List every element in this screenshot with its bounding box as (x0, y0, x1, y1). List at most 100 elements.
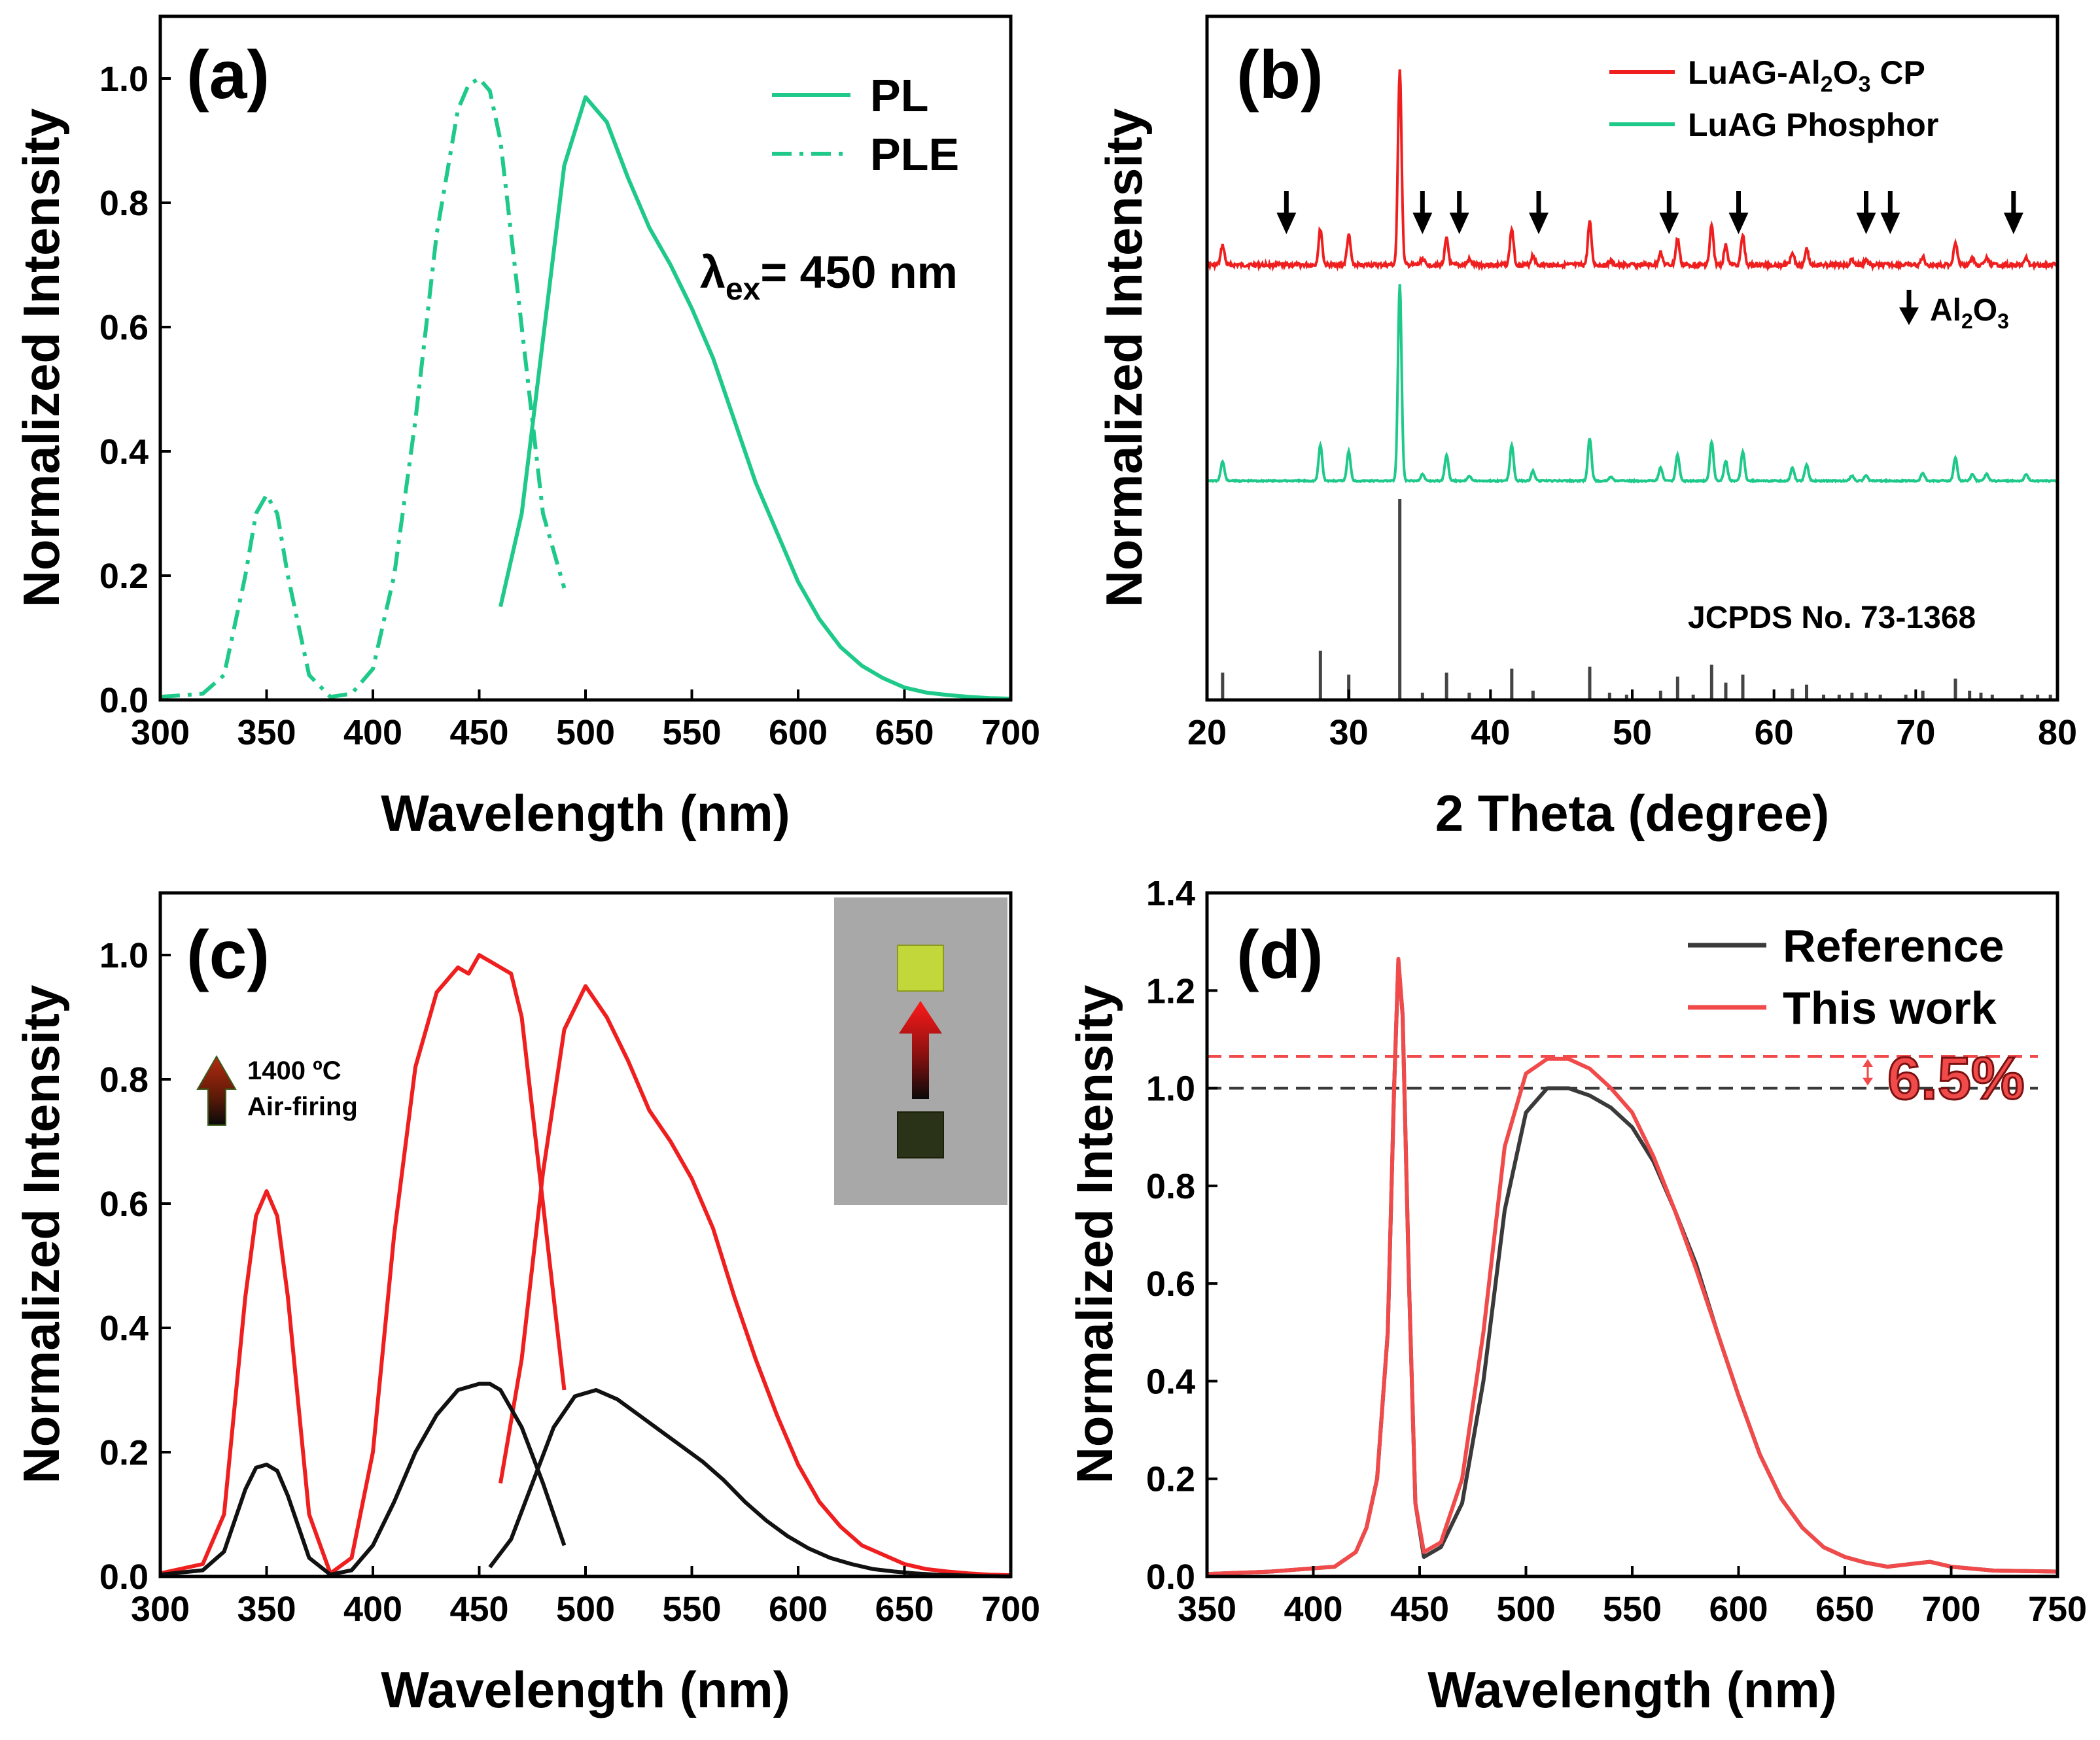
xrd-cp-pattern (1206, 69, 2057, 272)
panel-d-ytick-label: 0.6 (1146, 1264, 1195, 1304)
sample-photo-inset (834, 897, 1007, 1205)
panel-d: 350 400 450 500 550 600 650 700 750 0.0 0.2 0.4 0.6… (1066, 874, 2087, 1718)
panel-d-ytick-label: 1.2 (1146, 971, 1195, 1011)
panel-c-xlabel: Wavelength (nm) (381, 1661, 790, 1718)
improvement-bracket-top (1863, 1059, 1873, 1068)
series-ple-line (160, 77, 567, 699)
legend-pl-label: PL (870, 70, 928, 121)
panel-b-xtick-label: 20 (1187, 713, 1227, 752)
panel-c-xtick-label: 600 (769, 1590, 828, 1629)
panel-d-xticks: 350 400 450 500 550 600 650 700 750 (1178, 1566, 2087, 1629)
panel-a-ytick-label: 1.0 (99, 60, 149, 99)
panel-c-ytick-label: 0.8 (99, 1060, 149, 1100)
al2o3-peak-arrow-head (1728, 213, 1749, 234)
panel-c-xtick-label: 400 (343, 1590, 402, 1629)
panel-a-xtick-label: 350 (237, 713, 296, 752)
panel-c-xtick-label: 650 (875, 1590, 934, 1629)
panel-a-yticks: 0.0 0.2 0.4 0.6 0.8 1.0 (99, 60, 171, 720)
improvement-bracket-bottom (1863, 1077, 1873, 1086)
panel-b-label: (b) (1236, 37, 1323, 113)
panel-a-xtick-label: 650 (875, 713, 934, 752)
panel-b-xlabel: 2 Theta (degree) (1435, 784, 1829, 842)
panel-c-xtick-label: 450 (449, 1590, 508, 1629)
panel-a-ytick-label: 0.6 (99, 308, 149, 347)
panel-b-xtick-label: 50 (1613, 713, 1652, 752)
panel-c-xtick-label: 350 (237, 1590, 296, 1629)
panel-b-xticks: 20 30 40 50 60 70 80 (1187, 689, 2077, 752)
panel-c-ytick-label: 0.0 (99, 1557, 149, 1597)
al2o3-peak-arrow-head (1659, 213, 1679, 234)
panel-d-yticks: 0.0 0.2 0.4 0.6 0.8 1.0 1.2 1.4 (1146, 874, 1217, 1597)
panel-a-xlabel: Wavelength (nm) (381, 784, 790, 842)
panel-d-legend: Reference This work (1688, 920, 2004, 1034)
panel-c-ytick-label: 1.0 (99, 936, 149, 975)
panel-c-ytick-label: 0.2 (99, 1433, 149, 1472)
panel-a-legend: PL PLE (772, 70, 959, 180)
panel-d-xtick-label: 450 (1390, 1590, 1449, 1629)
panel-a-xtick-label: 400 (343, 713, 402, 752)
panel-b-xtick-label: 60 (1755, 713, 1794, 752)
panel-a-xtick-label: 700 (981, 713, 1040, 752)
panel-d-label: (d) (1236, 917, 1323, 993)
panel-d-ytick-label: 1.4 (1146, 874, 1195, 913)
panel-a-xtick-label: 450 (449, 713, 508, 752)
panel-d-xlabel: Wavelength (nm) (1427, 1661, 1836, 1718)
panel-a-xtick-label: 600 (769, 713, 828, 752)
panel-c-yticks: 0.0 0.2 0.4 0.6 0.8 1.0 (99, 936, 171, 1597)
panel-d-xtick-label: 700 (1921, 1590, 1980, 1629)
panel-c-xticks: 300 350 400 450 500 550 600 650 700 (131, 1566, 1040, 1629)
panel-d-xtick-label: 500 (1496, 1590, 1555, 1629)
panel-c: 300 350 400 450 500 550 600 650 700 0.0 0.2 0.4 0.6… (12, 891, 1040, 1718)
panel-d-ylabel: Normalized Intensity (1066, 985, 1123, 1484)
panel-b-xtick-label: 30 (1329, 713, 1369, 752)
panel-b-legend: LuAG-Al2O3 CP LuAG Phosphor (1609, 54, 1938, 143)
air-firing-arrow-icon (196, 1055, 237, 1126)
panel-b-plot (1206, 69, 2059, 699)
panel-d-ytick-label: 1.0 (1146, 1070, 1195, 1109)
panel-b-xtick-label: 40 (1471, 713, 1510, 752)
thiswork-spectrum (1206, 956, 2058, 1576)
panel-a-xtick-label: 550 (662, 713, 721, 752)
panel-b: 20 30 40 50 60 70 80 (b) 2 Theta (degree) Norm… (1095, 14, 2077, 842)
jcpds-label: JCPDS No. 73-1368 (1688, 600, 1976, 635)
panel-d-plot (1206, 956, 2058, 1576)
panel-c-ytick-label: 0.6 (99, 1185, 149, 1224)
panel-a: 300 350 400 450 500 550 600 650 700 0.0 0.2 0.4 0.6… (12, 14, 1040, 842)
panel-c-plot (160, 953, 1011, 1578)
panel-d-xtick-label: 750 (2028, 1590, 2087, 1629)
panel-c-label: (c) (186, 917, 270, 993)
spectrum-black-3 (488, 1388, 1011, 1578)
panel-c-xtick-label: 700 (981, 1590, 1040, 1629)
panel-b-xtick-label: 80 (2038, 713, 2077, 752)
panel-a-ytick-label: 0.8 (99, 184, 149, 223)
panel-d-xtick-label: 550 (1603, 1590, 1662, 1629)
al2o3-arrow-legend: Al2O3 (1899, 290, 2009, 333)
sample-yellow-square (897, 945, 944, 992)
inset-arrow-icon (899, 1001, 942, 1099)
panel-d-xtick-label: 650 (1815, 1590, 1874, 1629)
xrd-phosphor-pattern (1206, 284, 2059, 484)
al2o3-legend-arrow-head (1899, 307, 1919, 325)
panel-a-xtick-label: 300 (131, 713, 190, 752)
panel-c-ytick-label: 0.4 (99, 1309, 149, 1348)
panel-d-xtick-label: 400 (1284, 1590, 1342, 1629)
al2o3-peak-arrow-head (1529, 213, 1549, 234)
legend-thiswork-label: This work (1783, 983, 1997, 1034)
air-firing-text: Air-firing (247, 1092, 358, 1121)
legend-cp-label: LuAG-Al2O3 CP (1688, 54, 1925, 97)
al2o3-peak-arrow-head (1412, 213, 1433, 234)
panel-d-ytick-label: 0.0 (1146, 1557, 1195, 1597)
panel-a-ytick-label: 0.4 (99, 432, 149, 472)
panel-d-xtick-label: 600 (1709, 1590, 1768, 1629)
spectrum-red-0 (160, 953, 567, 1576)
air-firing-temp: 1400 ºC (247, 1056, 341, 1085)
spectrum-black-2 (160, 1382, 567, 1577)
air-firing-annotation: 1400 ºC Air-firing (196, 1055, 358, 1126)
spectrum-red-1 (499, 984, 1011, 1578)
panel-c-xtick-label: 500 (556, 1590, 615, 1629)
al2o3-peak-arrow-head (1276, 213, 1297, 234)
improvement-annotation: 6.5% (1887, 1045, 2025, 1112)
al2o3-legend-label: Al2O3 (1930, 293, 2009, 333)
legend-ple-label: PLE (870, 129, 959, 180)
